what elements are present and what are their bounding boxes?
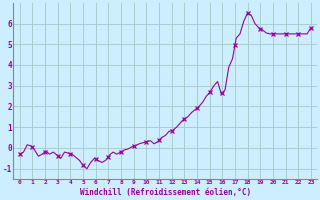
X-axis label: Windchill (Refroidissement éolien,°C): Windchill (Refroidissement éolien,°C) (80, 188, 251, 197)
